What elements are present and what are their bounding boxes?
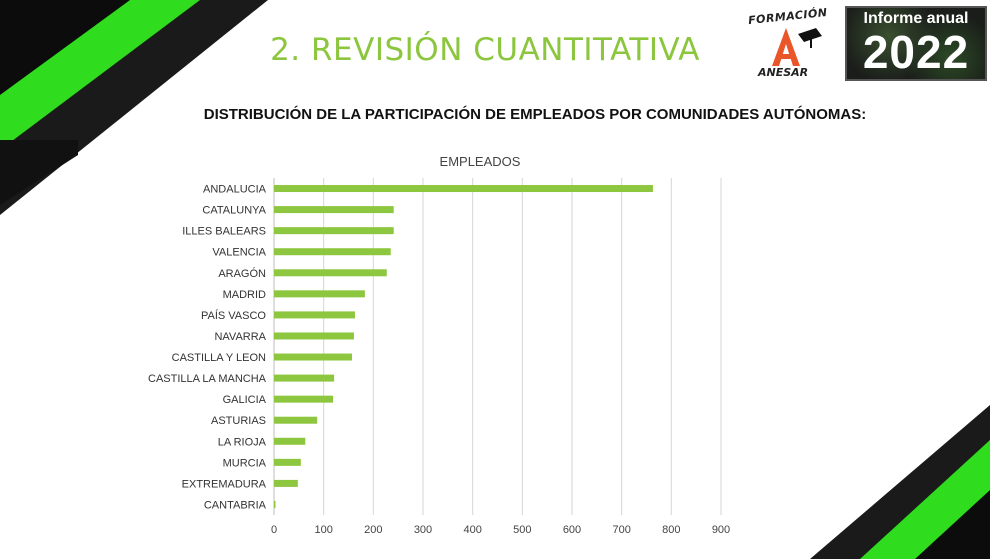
category-label: GALICIA xyxy=(223,394,267,406)
bar xyxy=(274,290,365,298)
x-tick-label: 200 xyxy=(364,524,382,536)
bar xyxy=(274,416,318,424)
badge-title: Informe anual xyxy=(863,10,969,27)
bar xyxy=(274,269,387,277)
category-label: CASTILLA Y LEON xyxy=(172,352,266,364)
category-label: ANDALUCIA xyxy=(203,184,267,196)
x-tick-label: 900 xyxy=(712,524,730,536)
bar xyxy=(274,374,335,382)
category-label: MURCIA xyxy=(223,457,267,469)
formacion-anesar-logo: FORMACIÓN ANESAR xyxy=(744,6,836,82)
bar xyxy=(274,185,653,193)
category-label: EXTREMADURA xyxy=(182,478,267,490)
slide-title: 2. REVISIÓN CUANTITATIVA xyxy=(270,32,700,68)
x-tick-label: 700 xyxy=(612,524,630,536)
bar xyxy=(274,332,354,340)
chart-grid xyxy=(273,178,722,515)
x-tick-label: 400 xyxy=(463,524,481,536)
bar xyxy=(274,437,306,445)
bar xyxy=(274,311,355,319)
logo-anesar-label: ANESAR xyxy=(758,66,809,79)
x-tick-label: 800 xyxy=(662,524,680,536)
chart-category-labels: ANDALUCIA CATALUNYA ILLES BALEARS VALENCIA A… xyxy=(148,184,267,512)
x-tick-label: 0 xyxy=(271,524,277,536)
chart-bars xyxy=(274,185,653,508)
slide-subtitle: DISTRIBUCIÓN DE LA PARTICIPACIÓN DE EMPL… xyxy=(203,106,867,123)
category-label: PAÍS VASCO xyxy=(201,309,266,322)
category-label: CASTILLA LA MANCHA xyxy=(148,373,267,385)
category-label: MADRID xyxy=(223,289,266,301)
x-tick-label: 500 xyxy=(513,524,531,536)
bar xyxy=(274,395,334,403)
x-tick-label: 300 xyxy=(414,524,432,536)
bar xyxy=(274,500,276,508)
x-tick-label: 100 xyxy=(314,524,332,536)
category-label: LA RIOJA xyxy=(218,436,267,448)
bar xyxy=(274,479,298,487)
bar xyxy=(274,227,394,235)
bar xyxy=(274,248,391,256)
informe-anual-badge: Informe anual 2022 xyxy=(845,6,987,81)
badge-year: 2022 xyxy=(862,26,970,78)
category-label: ARAGÓN xyxy=(218,267,266,280)
graduation-a-icon xyxy=(772,28,822,66)
category-label: VALENCIA xyxy=(212,247,266,259)
bar xyxy=(274,206,394,214)
category-label: NAVARRA xyxy=(214,331,266,343)
bar xyxy=(274,353,352,361)
chart-title: EMPLEADOS xyxy=(440,154,521,169)
category-label: ILLES BALEARS xyxy=(182,226,266,238)
category-label: CANTABRIA xyxy=(204,499,267,511)
chart-tick-labels: 0 100 200 300 400 500 600 700 800 900 xyxy=(271,524,730,536)
category-label: CATALUNYA xyxy=(202,205,266,217)
bar xyxy=(274,458,301,466)
x-tick-label: 600 xyxy=(563,524,581,536)
category-label: ASTURIAS xyxy=(211,415,266,427)
